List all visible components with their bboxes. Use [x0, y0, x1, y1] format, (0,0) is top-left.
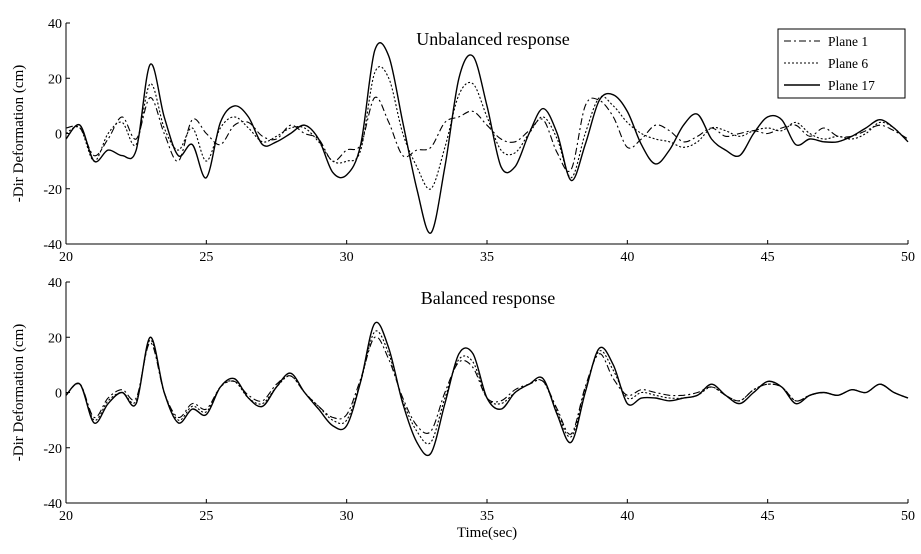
y-tick-label: 40 — [48, 17, 62, 32]
x-tick-label: 50 — [901, 250, 915, 265]
series-line-plane-17 — [65, 321, 909, 457]
y-tick-label: 20 — [48, 72, 62, 87]
x-tick-label: 25 — [199, 250, 213, 265]
legend-label-plane-1: Plane 1 — [828, 34, 868, 49]
panel-title: Balanced response — [421, 288, 555, 308]
chart-legend: Plane 1 Plane 6 Plane 17 — [777, 28, 906, 99]
series-line-plane-1 — [65, 336, 909, 435]
x-tick-label: 35 — [480, 509, 494, 524]
legend-label-plane-17: Plane 17 — [828, 78, 875, 93]
y-tick-label: -20 — [43, 183, 62, 198]
x-tick-label: 20 — [59, 509, 73, 524]
series-line-plane-17 — [65, 42, 909, 234]
series-line-plane-1 — [65, 96, 909, 172]
y-tick-label: 0 — [55, 128, 62, 143]
y-axis-title: -Dir Deformation (cm) — [11, 324, 27, 461]
balanced-panel: Balanced response -Dir Deformation (cm) … — [11, 276, 915, 541]
panel-title: Unbalanced response — [416, 29, 569, 49]
y-tick-label: -20 — [43, 442, 62, 457]
y-axis-title: -Dir Deformation (cm) — [11, 65, 27, 202]
unbalanced-panel: Unbalanced response -Dir Deformation (cm… — [11, 17, 915, 265]
x-tick-label: 25 — [199, 509, 213, 524]
x-tick-label: 40 — [620, 509, 634, 524]
x-tick-label: 45 — [761, 509, 775, 524]
y-tick-label: 20 — [48, 331, 62, 346]
y-tick-label: -40 — [43, 497, 62, 512]
series-line-plane-6 — [65, 330, 909, 445]
x-tick-label: 50 — [901, 509, 915, 524]
y-tick-label: 40 — [48, 276, 62, 291]
x-tick-label: 20 — [59, 250, 73, 265]
x-tick-label: 30 — [340, 509, 354, 524]
x-tick-label: 30 — [340, 250, 354, 265]
legend-label-plane-6: Plane 6 — [828, 56, 868, 71]
x-axis-title: Time(sec) — [457, 525, 517, 541]
y-tick-label: 0 — [55, 387, 62, 402]
x-tick-label: 45 — [761, 250, 775, 265]
x-tick-label: 40 — [620, 250, 634, 265]
y-tick-label: -40 — [43, 238, 62, 253]
x-tick-label: 35 — [480, 250, 494, 265]
series-line-plane-6 — [65, 66, 909, 190]
